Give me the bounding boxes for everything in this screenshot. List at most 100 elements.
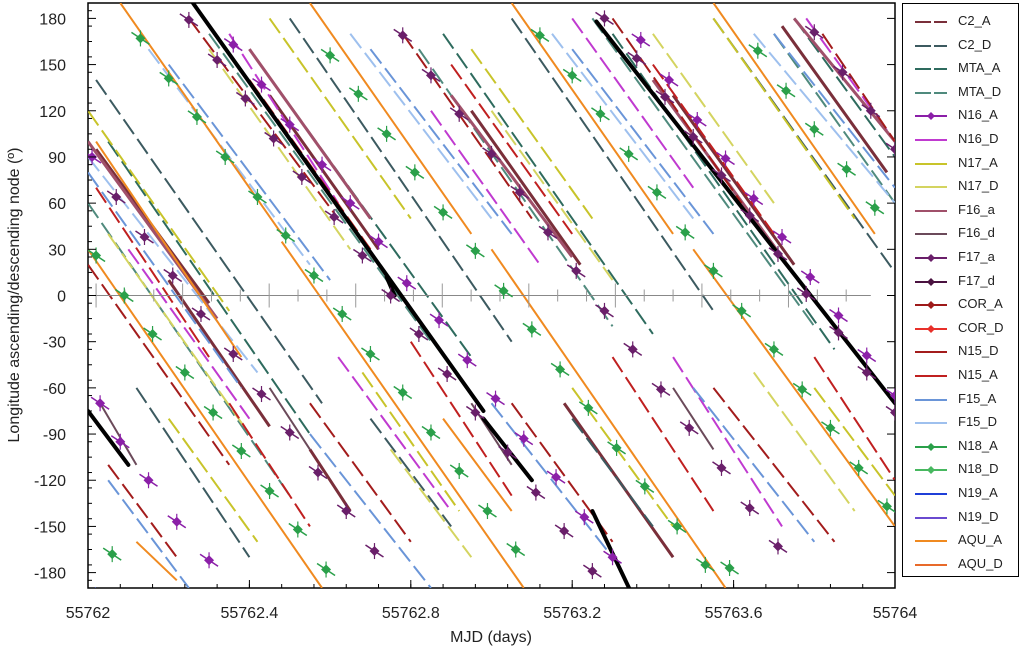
series-segment [208,48,352,250]
legend-label: COR_A [958,296,1003,312]
legend-label: N19_D [958,508,999,524]
data-point [768,344,779,355]
series-segment [135,387,251,558]
data-point [191,111,202,122]
data-point [139,232,150,242]
data-point [425,427,436,438]
legend-item: F17_d [903,270,1020,294]
data-point [534,30,545,41]
series-segment [308,448,352,512]
series-n16-d [127,17,895,527]
data-point [587,566,598,577]
data-point [825,422,836,433]
series-segment [712,17,856,220]
legend-item: F17_a [903,246,1020,270]
legend-marker [927,324,935,333]
data-point [381,128,392,139]
legend-item: N19_D [903,506,1020,530]
series-n17-d [107,33,856,558]
legend-item: F16_a [903,199,1020,223]
data-point [438,207,449,218]
data-point [373,236,384,247]
legend-item: N16_A [903,104,1020,128]
data-point [470,407,481,418]
series-segment [449,94,574,258]
data-point [425,70,436,81]
series-segment [792,17,895,143]
series-segment [94,587,97,588]
y-axis-label: Longitude ascending/descending node (º) [6,148,23,443]
series-segment [752,371,856,512]
marker-layer [88,10,895,580]
data-point [861,367,872,378]
data-point [204,555,215,566]
legend-label: N19_A [958,485,998,500]
data-point [530,487,541,498]
legend-item: N15_A [903,364,1020,388]
data-point [853,462,864,473]
legend-label: AQU_D [958,555,1003,571]
series-segment [571,17,695,189]
data-point [700,559,711,570]
legend-swatch [915,209,947,212]
series-aqu-a [88,3,895,588]
data-point [115,436,126,447]
series-layer [88,3,895,588]
legend-item: N17_A [903,152,1020,176]
data-point [228,349,239,359]
data-point [321,564,332,575]
data-point [228,39,239,50]
legend-swatch [915,563,947,566]
data-point [805,272,816,283]
y-tick-label: 90 [48,150,66,167]
data-point [454,466,465,476]
data-point [744,502,755,513]
data-point [337,308,348,319]
series-segment [793,17,895,158]
data-point [498,285,509,296]
legend-item: AQU_A [903,529,1020,553]
series-segment [671,94,796,266]
legend-label: N15_A [958,367,998,382]
data-point [748,193,759,204]
data-point [220,151,231,162]
data-point [296,171,307,182]
legend-swatch [915,233,947,236]
data-point [833,310,844,321]
data-point [772,541,783,552]
legend-label: F15_A [958,390,997,406]
y-tick-label: 0 [57,289,66,306]
y-tick-label: -150 [34,519,66,536]
data-point [135,33,146,44]
data-point [623,148,634,159]
data-point [345,198,356,209]
data-point [442,369,453,380]
series-segment [470,109,582,266]
legend-item: N18_D [903,458,1020,482]
data-point [284,119,295,130]
data-point [434,315,445,326]
x-tick-label: 55763.2 [543,605,601,622]
data-point [708,265,719,276]
series-segment [228,33,340,204]
data-point [627,344,638,355]
markers-f17-a [106,10,895,580]
series-segment [813,387,895,497]
series-segment [167,418,259,543]
legend-item: MTA_D [903,81,1020,105]
legend-swatch [915,422,947,425]
legend-marker [927,112,935,121]
data-point [526,324,537,335]
data-point [91,250,102,261]
highlight-track [190,3,486,413]
x-tick-label: 55763.6 [705,605,763,622]
y-tick-label: -30 [43,335,66,352]
legend-item: N18_A [903,435,1020,459]
data-point [413,328,424,339]
legend-swatch [915,112,947,121]
series-segment [389,448,473,558]
series-segment [135,541,178,582]
legend-swatch [915,516,947,519]
data-point [518,433,529,444]
legend-swatch [915,301,947,310]
